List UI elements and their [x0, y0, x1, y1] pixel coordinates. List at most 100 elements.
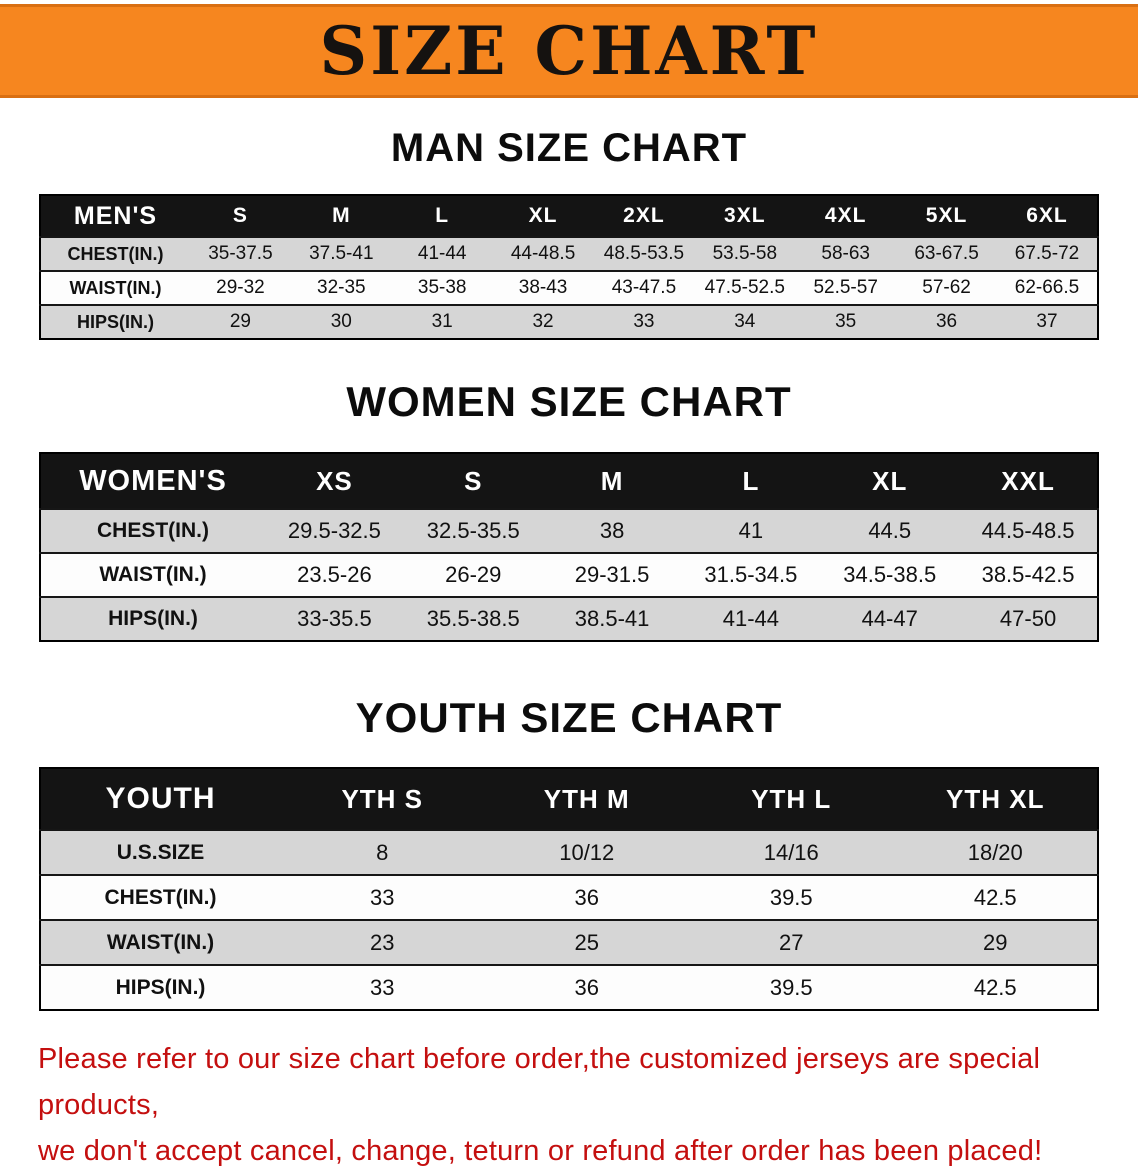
women-column-header: M	[542, 453, 682, 509]
value-cell: 42.5	[893, 874, 1098, 920]
value-cell: 63-67.5	[896, 236, 997, 271]
man-column-header: S	[190, 195, 291, 237]
value-cell: 29-32	[190, 270, 291, 305]
man-column-header: XL	[492, 195, 594, 237]
value-cell: 14/16	[689, 829, 894, 875]
value-cell: 41	[681, 508, 821, 553]
value-cell: 41-44	[681, 596, 821, 641]
man-column-header: 2XL	[593, 195, 695, 237]
value-cell: 32	[492, 304, 594, 339]
value-cell: 47-50	[959, 596, 1098, 641]
man-column-header: 6XL	[997, 195, 1098, 237]
women-column-header: XS	[265, 453, 404, 509]
man-corner-label: MEN'S	[40, 195, 190, 237]
youth-size-table: YOUTH YTH S YTH M YTH L YTH XL U.S.SIZE 8 10/12…	[39, 767, 1099, 1011]
value-cell: 35.5-38.5	[403, 596, 543, 641]
value-cell: 57-62	[896, 270, 997, 305]
banner: SIZE CHART	[0, 4, 1138, 98]
value-cell: 29	[190, 304, 291, 339]
youth-table-row: U.S.SIZE 8 10/12 14/16 18/20	[40, 829, 1098, 875]
value-cell: 37	[997, 304, 1098, 339]
value-cell: 38.5-42.5	[959, 552, 1098, 597]
row-label: HIPS(IN.)	[40, 596, 265, 641]
value-cell: 30	[290, 304, 392, 339]
women-table-row: CHEST(IN.) 29.5-32.5 32.5-35.5 38 41 44.5 44.5…	[40, 508, 1098, 553]
value-cell: 10/12	[484, 829, 689, 875]
youth-column-header: YTH L	[689, 768, 894, 830]
value-cell: 36	[896, 304, 997, 339]
row-label: CHEST(IN.)	[40, 508, 265, 553]
value-cell: 25	[484, 919, 689, 965]
value-cell: 39.5	[689, 964, 894, 1010]
youth-column-header: YTH S	[280, 768, 485, 830]
size-chart-page: SIZE CHART MAN SIZE CHART MEN'S S M L XL 2XL 3X…	[0, 4, 1138, 1174]
value-cell: 33	[280, 964, 485, 1010]
value-cell: 35-38	[391, 270, 493, 305]
value-cell: 31	[391, 304, 493, 339]
value-cell: 33	[593, 304, 695, 339]
row-label: WAIST(IN.)	[40, 552, 265, 597]
row-label: CHEST(IN.)	[40, 874, 280, 920]
disclaimer-line-1: Please refer to our size chart before or…	[38, 1043, 1041, 1121]
section-heading-man: MAN SIZE CHART	[390, 126, 748, 170]
row-label: HIPS(IN.)	[40, 304, 190, 339]
value-cell: 29-31.5	[542, 552, 682, 597]
man-table-row: WAIST(IN.) 29-32 32-35 35-38 38-43 43-47.5 47.…	[40, 270, 1098, 305]
value-cell: 35-37.5	[190, 236, 291, 271]
disclaimer-line-2: we don't accept cancel, change, teturn o…	[38, 1135, 1043, 1167]
man-column-header: 5XL	[896, 195, 997, 237]
value-cell: 36	[484, 964, 689, 1010]
value-cell: 62-66.5	[997, 270, 1098, 305]
section-heading-women: WOMEN SIZE CHART	[346, 378, 792, 425]
youth-column-header: YTH M	[484, 768, 689, 830]
value-cell: 42.5	[893, 964, 1098, 1010]
women-corner-label: WOMEN'S	[40, 453, 265, 509]
women-table-row: WAIST(IN.) 23.5-26 26-29 29-31.5 31.5-34.5 34…	[40, 552, 1098, 597]
man-column-header: M	[290, 195, 392, 237]
value-cell: 44-48.5	[492, 236, 594, 271]
value-cell: 31.5-34.5	[681, 552, 821, 597]
youth-corner-label: YOUTH	[40, 768, 280, 830]
value-cell: 58-63	[795, 236, 897, 271]
value-cell: 29.5-32.5	[265, 508, 404, 553]
youth-table-row: WAIST(IN.) 23 25 27 29	[40, 919, 1098, 965]
youth-column-header: YTH XL	[893, 768, 1098, 830]
value-cell: 23	[280, 919, 485, 965]
row-label: U.S.SIZE	[40, 829, 280, 875]
value-cell: 39.5	[689, 874, 894, 920]
value-cell: 37.5-41	[290, 236, 392, 271]
value-cell: 26-29	[403, 552, 543, 597]
value-cell: 33-35.5	[265, 596, 404, 641]
value-cell: 32-35	[290, 270, 392, 305]
value-cell: 43-47.5	[593, 270, 695, 305]
man-column-header: L	[391, 195, 493, 237]
value-cell: 35	[795, 304, 897, 339]
value-cell: 34	[694, 304, 796, 339]
size-chart-sections: MAN SIZE CHART MEN'S S M L XL 2XL 3XL 4XL 5XL 6XL C…	[0, 126, 1138, 1011]
youth-table-row: HIPS(IN.) 33 36 39.5 42.5	[40, 964, 1098, 1010]
disclaimer: Please refer to our size chart before or…	[38, 1036, 1100, 1174]
value-cell: 29	[893, 919, 1098, 965]
value-cell: 23.5-26	[265, 552, 404, 597]
value-cell: 44-47	[820, 596, 960, 641]
row-label: CHEST(IN.)	[40, 236, 190, 271]
man-table-row: CHEST(IN.) 35-37.5 37.5-41 41-44 44-48.5 48.5…	[40, 236, 1098, 271]
women-size-table: WOMEN'S XS S M L XL XXL CHEST(IN.) 29.5-32.5 32.5…	[39, 452, 1099, 642]
value-cell: 32.5-35.5	[403, 508, 543, 553]
man-column-header: 4XL	[795, 195, 897, 237]
women-column-header: S	[403, 453, 543, 509]
value-cell: 52.5-57	[795, 270, 897, 305]
value-cell: 48.5-53.5	[593, 236, 695, 271]
value-cell: 67.5-72	[997, 236, 1098, 271]
women-table-row: HIPS(IN.) 33-35.5 35.5-38.5 38.5-41 41-44 44-…	[40, 596, 1098, 641]
value-cell: 27	[689, 919, 894, 965]
youth-table-row: CHEST(IN.) 33 36 39.5 42.5	[40, 874, 1098, 920]
value-cell: 47.5-52.5	[694, 270, 796, 305]
man-size-table: MEN'S S M L XL 2XL 3XL 4XL 5XL 6XL CHEST(IN.) 35-37…	[39, 194, 1099, 340]
women-column-header: XL	[820, 453, 960, 509]
youth-header-row: YOUTH YTH S YTH M YTH L YTH XL	[40, 768, 1098, 830]
value-cell: 41-44	[391, 236, 493, 271]
value-cell: 33	[280, 874, 485, 920]
row-label: HIPS(IN.)	[40, 964, 280, 1010]
value-cell: 18/20	[893, 829, 1098, 875]
